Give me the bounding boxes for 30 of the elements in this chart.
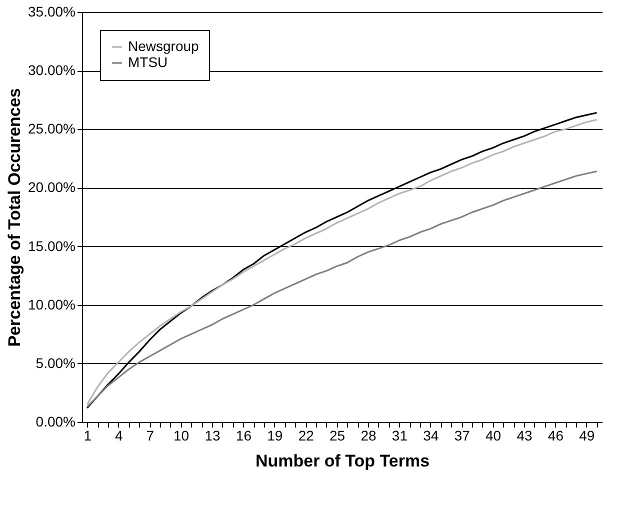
x-tick-label: 46 [548,428,564,444]
x-tick-label: 28 [360,428,376,444]
y-tick-label: 35.00% [28,4,76,20]
y-tick-label: 10.00% [28,296,76,312]
y-tick-label: 25.00% [28,120,76,137]
x-tick-label: 31 [392,428,408,444]
y-tick-label: 15.00% [28,238,76,254]
y-tick-label: 0.00% [36,414,76,430]
legend-label: MTSU [128,54,168,70]
x-tick-label: 10 [174,428,190,444]
x-axis-title: Number of Top Terms [255,452,430,470]
x-tick-label: 40 [486,428,502,444]
x-tick-label: 4 [115,428,123,444]
x-tick-label: 37 [454,428,470,444]
line-series [86,170,598,408]
legend-label: Newsgroup [128,38,200,54]
x-tick-label: 13 [204,428,220,444]
x-tick-label: 34 [423,428,439,444]
x-tick-label: 19 [267,428,283,444]
y-tick-label: 5.00% [36,354,76,371]
x-tick-label: 49 [579,428,595,444]
x-tick-label: 25 [330,428,346,444]
x-tick-label: 16 [236,428,252,444]
x-tick-label: 22 [298,428,314,444]
y-axis-title: Percentage of Total Occurences [5,88,24,347]
x-tick-label: 1 [84,428,92,444]
x-tick-label: 43 [516,428,532,444]
x-tick-label: 7 [146,428,154,444]
y-tick-label: 20.00% [28,179,76,196]
y-tick-label: 30.00% [28,62,76,78]
